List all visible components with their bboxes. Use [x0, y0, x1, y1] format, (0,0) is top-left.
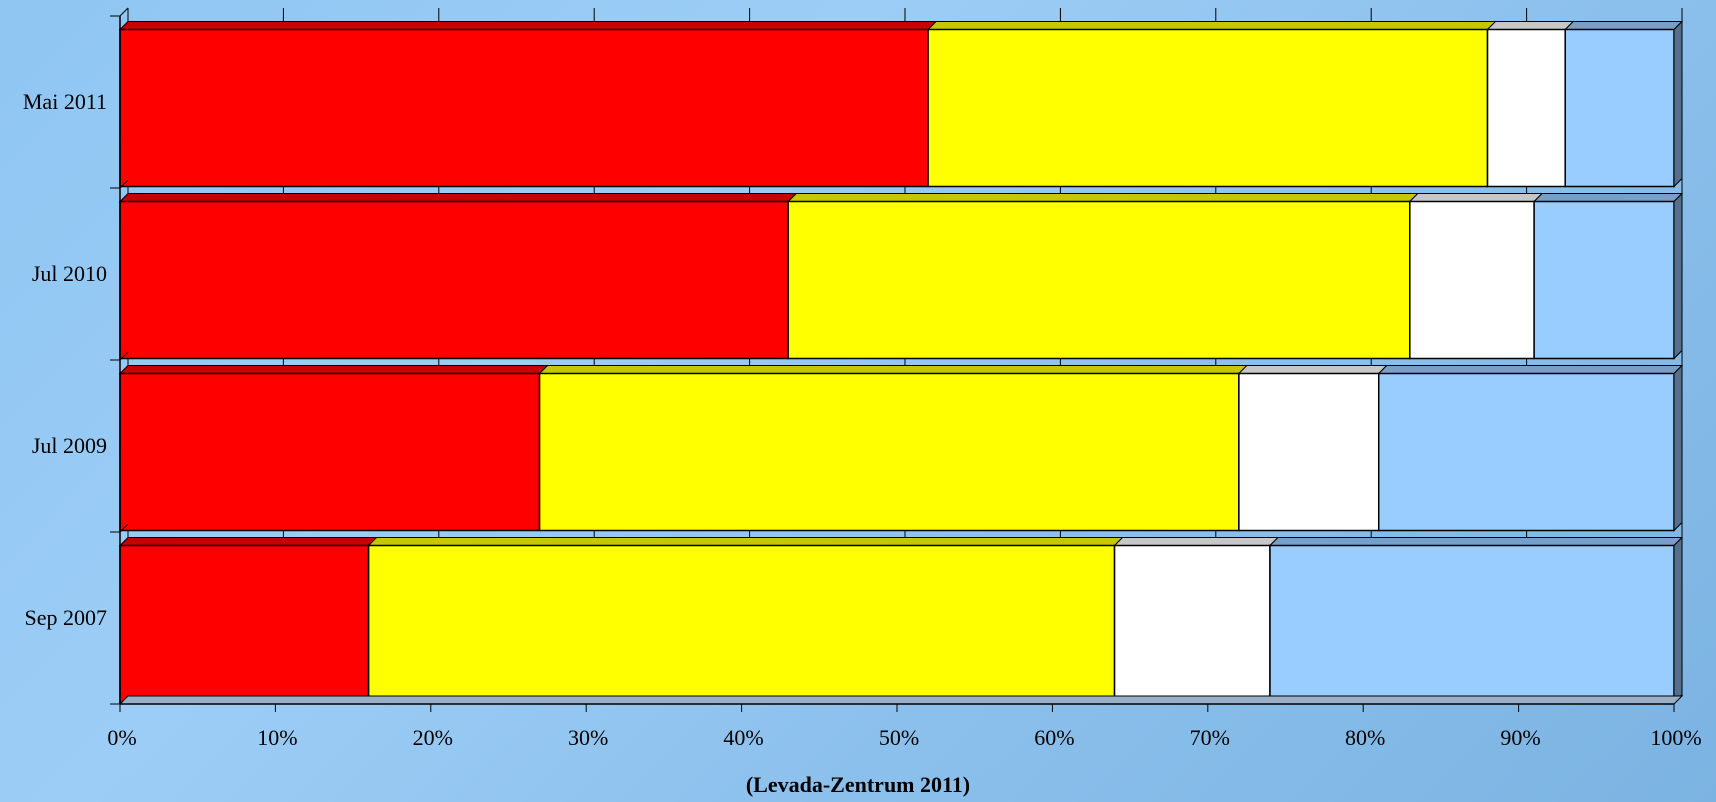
bar-side-face [1673, 364, 1683, 532]
bar-top-face [367, 537, 1124, 546]
bar-segment [1533, 200, 1675, 360]
bar-segment [119, 28, 929, 188]
x-tick-label: 100% [1650, 725, 1701, 750]
bar-top-face [118, 537, 378, 546]
x-tick-label: 60% [1034, 725, 1074, 750]
bar-segment [1269, 544, 1675, 704]
bar-segment [119, 200, 789, 360]
bars [118, 20, 1684, 704]
bar-top-face [1408, 193, 1544, 202]
bar-top-face [1377, 365, 1684, 374]
bar-segment [927, 28, 1489, 188]
bar-segment [119, 372, 541, 532]
bar-top-face [538, 365, 1249, 374]
category-label: Mai 2011 [23, 89, 107, 114]
bar-side-face [1673, 20, 1683, 188]
x-tick-label: 30% [568, 725, 608, 750]
bar-segment [1377, 372, 1675, 532]
bar-top-face [926, 21, 1497, 30]
bar-top-face [118, 21, 938, 30]
bar-segment [1486, 28, 1566, 188]
bar-segment [119, 544, 370, 704]
bar-top-face [1113, 537, 1280, 546]
x-tick-label: 10% [257, 725, 297, 750]
bar-segment [1564, 28, 1675, 188]
bar-side-face [1673, 536, 1683, 704]
source-note: (Levada-Zentrum 2011) [745, 772, 971, 797]
x-tick-label: 0% [107, 725, 136, 750]
bar-segment [1409, 200, 1535, 360]
bar-top-face [787, 193, 1420, 202]
floor-edge [119, 351, 129, 361]
bar-segment [1113, 544, 1271, 704]
category-label: Jul 2009 [32, 433, 107, 458]
bar-top-face [118, 365, 549, 374]
bar-top-face [1486, 21, 1575, 30]
bar-top-face [1237, 365, 1388, 374]
bar-segment [538, 372, 1240, 532]
category-label: Sep 2007 [25, 605, 108, 630]
bar-segment [1238, 372, 1380, 532]
x-tick-label: 50% [879, 725, 919, 750]
x-tick-label: 20% [413, 725, 453, 750]
bar-top-face [1532, 193, 1684, 202]
bar-top-face [1268, 537, 1684, 546]
bar-top-face [1564, 21, 1684, 30]
x-tick-label: 40% [723, 725, 763, 750]
x-tick-label: 90% [1500, 725, 1540, 750]
floor-edge [119, 7, 129, 17]
floor-plane [118, 695, 1684, 705]
category-label: Jul 2010 [32, 261, 107, 286]
floor-edge [119, 179, 129, 189]
floor-edge [119, 523, 129, 533]
x-tick-label: 80% [1345, 725, 1385, 750]
bar-side-face [1673, 192, 1683, 360]
bar-segment [787, 200, 1411, 360]
bar-top-face [118, 193, 798, 202]
bar-segment [367, 544, 1116, 704]
x-tick-label: 70% [1190, 725, 1230, 750]
axes: Mai 2011 Jul 2010 Jul 2009 Sep 2007 0% 10% 20%… [23, 7, 1702, 750]
